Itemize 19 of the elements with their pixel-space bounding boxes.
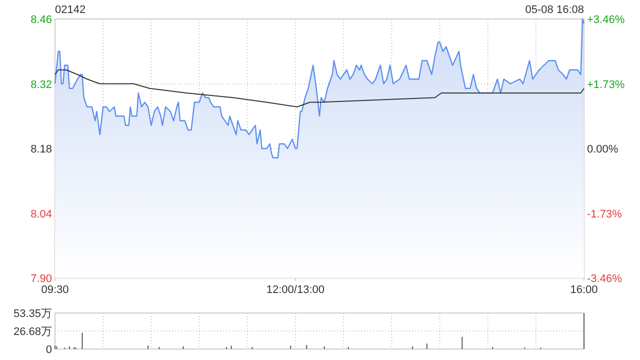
x-tick-label: 16:00 (570, 284, 598, 296)
y2-tick-label: 0.00% (587, 144, 618, 156)
y2-tick-label: -1.73% (587, 208, 622, 220)
text: 05-08 16:08 (525, 4, 584, 16)
y-tick-label: 8.46 (30, 14, 52, 26)
y2-tick-label: +1.73% (587, 78, 625, 91)
y2-tick-label: -3.46% (587, 273, 622, 285)
x-tick-label: 09:30 (41, 284, 69, 296)
y-tick-label: 26.68万 (13, 326, 52, 338)
x-tick-label: 12:00/13:00 (266, 284, 325, 296)
y-tick-label: 7.90 (30, 273, 52, 285)
chart-title: 02142 (55, 4, 86, 16)
y-tick-label: 8.18 (30, 144, 52, 156)
line-series (54, 69, 584, 108)
y2-tick-label: +3.46% (587, 14, 625, 26)
y-tick-label: 8.04 (30, 208, 52, 220)
y-tick-label: 53.35万 (13, 308, 52, 320)
y-tick-label: 0 (46, 344, 52, 356)
y-tick-label: 8.32 (30, 78, 52, 91)
